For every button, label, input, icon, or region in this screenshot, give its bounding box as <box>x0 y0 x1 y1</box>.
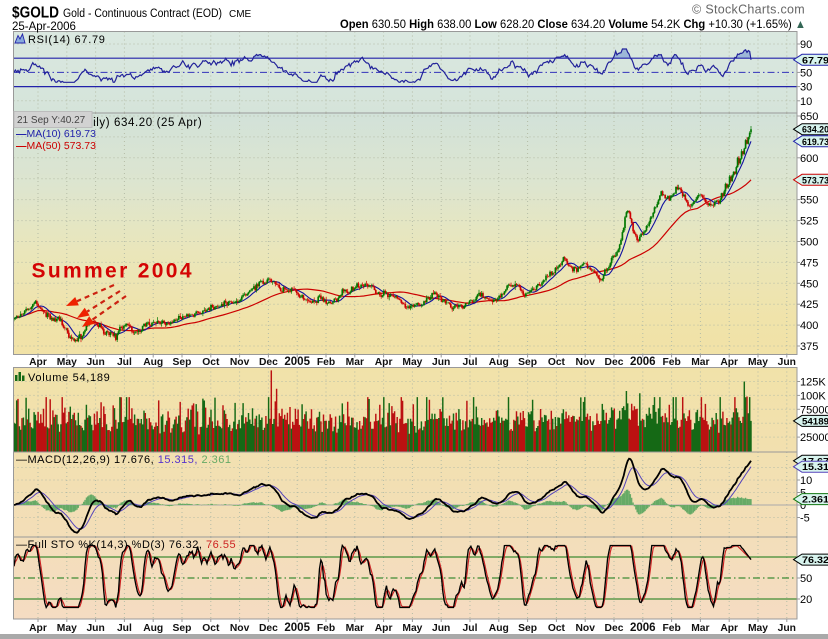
svg-text:Mar: Mar <box>691 623 709 634</box>
svg-text:Open 630.50 High 638.00 Low 62: Open 630.50 High 638.00 Low 628.20 Close… <box>340 17 806 31</box>
svg-text:450: 450 <box>800 278 818 290</box>
svg-text:Mar: Mar <box>691 357 709 368</box>
svg-text:Volume 54,189: Volume 54,189 <box>28 372 111 384</box>
svg-text:619.73: 619.73 <box>802 137 828 148</box>
svg-text:Jun: Jun <box>86 357 104 368</box>
svg-text:Jun: Jun <box>778 357 796 368</box>
svg-text:May: May <box>57 623 77 634</box>
svg-text:Dec: Dec <box>605 357 624 368</box>
svg-text:Aug: Aug <box>143 357 163 368</box>
svg-text:75000: 75000 <box>800 404 828 416</box>
svg-text:Jul: Jul <box>463 357 478 368</box>
svg-text:10: 10 <box>800 475 812 487</box>
svg-text:Jun: Jun <box>86 623 104 634</box>
svg-text:Oct: Oct <box>202 357 220 368</box>
svg-text:573.73: 573.73 <box>802 175 828 186</box>
svg-text:Aug: Aug <box>489 623 509 634</box>
svg-text:54189: 54189 <box>802 416 828 427</box>
svg-text:Dec: Dec <box>605 623 624 634</box>
svg-text:375: 375 <box>800 341 818 353</box>
svg-text:—MACD(12,26,9) 17.676, 15.315,: —MACD(12,26,9) 17.676, 15.315, 2.361 <box>16 454 232 466</box>
svg-text:Dec: Dec <box>259 623 278 634</box>
svg-text:20: 20 <box>800 594 812 606</box>
svg-text:Apr: Apr <box>375 357 393 368</box>
svg-text:Oct: Oct <box>548 623 566 634</box>
svg-text:CME: CME <box>229 9 252 20</box>
svg-text:Feb: Feb <box>317 623 335 634</box>
svg-text:100K: 100K <box>800 390 826 402</box>
svg-text:May: May <box>748 357 768 368</box>
svg-text:67.79: 67.79 <box>802 55 828 66</box>
svg-text:Oct: Oct <box>548 357 566 368</box>
svg-text:76.32: 76.32 <box>802 555 828 566</box>
svg-text:Dec: Dec <box>259 357 278 368</box>
svg-text:Apr: Apr <box>29 623 47 634</box>
svg-text:Sep: Sep <box>173 623 192 634</box>
svg-text:2006: 2006 <box>630 356 656 368</box>
svg-text:2.361: 2.361 <box>802 495 828 506</box>
svg-text:Apr: Apr <box>29 357 47 368</box>
svg-text:Summer 2004: Summer 2004 <box>32 260 192 283</box>
svg-text:25-Apr-2006: 25-Apr-2006 <box>12 21 76 33</box>
svg-text:Mar: Mar <box>346 357 364 368</box>
svg-text:500: 500 <box>800 237 818 249</box>
svg-text:Feb: Feb <box>662 357 680 368</box>
svg-text:2006: 2006 <box>630 622 656 634</box>
svg-text:25000: 25000 <box>800 432 828 444</box>
svg-text:RSI(14) 67.79: RSI(14) 67.79 <box>28 34 106 46</box>
svg-text:May: May <box>57 357 77 368</box>
svg-text:2005: 2005 <box>284 622 310 634</box>
svg-text:425: 425 <box>800 299 818 311</box>
svg-text:Jul: Jul <box>463 623 478 634</box>
svg-text:Gold - Continuous Contract (EO: Gold - Continuous Contract (EOD) <box>63 8 222 20</box>
svg-text:600: 600 <box>800 153 818 165</box>
svg-text:550: 550 <box>800 195 818 207</box>
svg-text:May: May <box>402 623 422 634</box>
svg-text:0: 0 <box>800 500 806 512</box>
svg-text:—MA(50) 573.73: —MA(50) 573.73 <box>16 140 96 152</box>
svg-text:Apr: Apr <box>720 357 738 368</box>
svg-text:—MA(10) 619.73: —MA(10) 619.73 <box>16 128 96 140</box>
svg-text:2005: 2005 <box>284 356 310 368</box>
svg-text:Nov: Nov <box>575 357 595 368</box>
svg-text:15.31: 15.31 <box>802 462 828 473</box>
svg-text:10: 10 <box>800 96 812 108</box>
svg-text:Feb: Feb <box>317 357 335 368</box>
svg-text:Nov: Nov <box>575 623 595 634</box>
svg-text:Nov: Nov <box>230 357 250 368</box>
svg-text:Jun: Jun <box>778 623 796 634</box>
svg-text:Oct: Oct <box>202 623 220 634</box>
svg-text:—Full STO %K(14,3) %D(3) 76.32: —Full STO %K(14,3) %D(3) 76.32, 76.55 <box>16 539 236 551</box>
svg-text:Nov: Nov <box>230 623 250 634</box>
svg-text:May: May <box>748 623 768 634</box>
svg-text:50: 50 <box>800 573 812 585</box>
svg-text:Jul: Jul <box>117 357 132 368</box>
svg-text:Sep: Sep <box>518 623 537 634</box>
svg-text:$GOLD: $GOLD <box>12 5 59 22</box>
svg-text:634.20: 634.20 <box>802 125 828 136</box>
svg-text:50: 50 <box>800 67 812 79</box>
svg-text:21 Sep Y:40.27: 21 Sep Y:40.27 <box>17 115 86 126</box>
svg-text:650: 650 <box>800 111 818 123</box>
svg-text:Aug: Aug <box>489 357 509 368</box>
svg-text:Sep: Sep <box>518 357 537 368</box>
svg-text:-5: -5 <box>800 513 810 525</box>
svg-text:© StockCharts.com: © StockCharts.com <box>692 3 805 17</box>
svg-text:Jun: Jun <box>432 357 450 368</box>
svg-text:90: 90 <box>800 39 812 51</box>
svg-text:400: 400 <box>800 320 818 332</box>
svg-text:30: 30 <box>800 82 812 94</box>
svg-text:Aug: Aug <box>143 623 163 634</box>
svg-text:125K: 125K <box>800 377 826 389</box>
svg-text:Mar: Mar <box>346 623 364 634</box>
svg-text:Jun: Jun <box>432 623 450 634</box>
svg-text:May: May <box>402 357 422 368</box>
svg-text:Feb: Feb <box>662 623 680 634</box>
svg-text:475: 475 <box>800 257 818 269</box>
svg-text:Apr: Apr <box>720 623 738 634</box>
svg-text:Apr: Apr <box>375 623 393 634</box>
svg-text:Sep: Sep <box>173 357 192 368</box>
svg-text:525: 525 <box>800 216 818 228</box>
svg-text:Jul: Jul <box>117 623 132 634</box>
